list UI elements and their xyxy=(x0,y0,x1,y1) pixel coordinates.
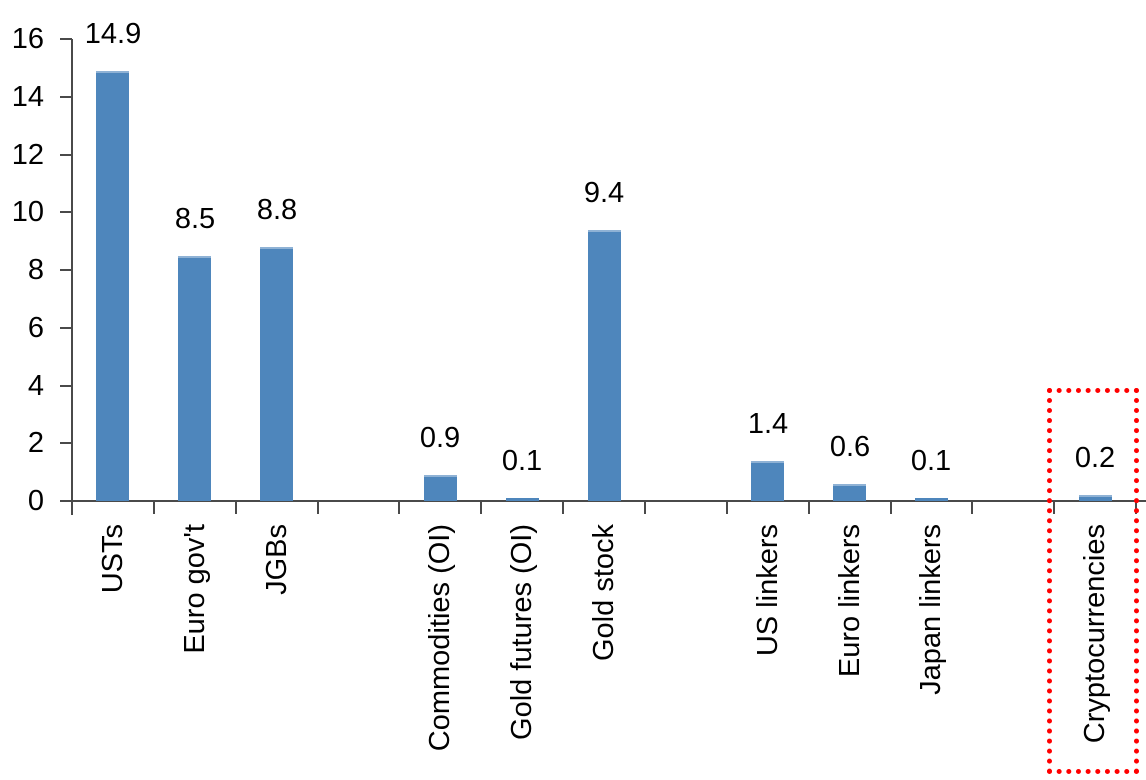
bar-value-label: 0.1 xyxy=(910,445,952,477)
category-label: Japan linkers xyxy=(915,524,947,695)
x-axis-line xyxy=(71,500,1146,502)
y-axis-tick xyxy=(60,442,72,444)
x-axis-tick xyxy=(971,500,973,514)
y-axis-tick-label: 10 xyxy=(11,196,44,228)
x-axis-tick xyxy=(726,500,728,514)
bar xyxy=(96,71,129,501)
bar xyxy=(260,247,293,501)
x-axis-tick xyxy=(562,500,564,514)
y-axis-tick-label: 2 xyxy=(27,427,44,459)
bar xyxy=(751,461,784,501)
x-axis-tick xyxy=(480,500,482,514)
category-label: US linkers xyxy=(752,524,784,657)
y-axis-tick xyxy=(60,38,72,40)
bar-value-label: 0.1 xyxy=(501,445,543,477)
y-axis-tick-label: 0 xyxy=(27,485,44,517)
bar xyxy=(424,475,457,501)
x-axis-tick xyxy=(398,500,400,514)
x-axis-tick xyxy=(71,500,73,514)
y-axis-tick xyxy=(60,385,72,387)
y-axis-tick-label: 6 xyxy=(27,312,44,344)
bar-value-label: 9.4 xyxy=(583,177,625,209)
x-axis-tick xyxy=(317,500,319,514)
category-label: JGBs xyxy=(261,524,293,595)
category-label: Euro linkers xyxy=(834,524,866,678)
category-label: USTs xyxy=(97,524,129,594)
y-axis-tick-label: 8 xyxy=(27,254,44,286)
y-axis-tick-label: 4 xyxy=(27,370,44,402)
x-axis-tick xyxy=(890,500,892,514)
bar xyxy=(506,498,539,501)
bar-value-label: 0.6 xyxy=(829,431,871,463)
category-label: Euro gov't xyxy=(179,524,211,654)
y-axis-tick-label: 14 xyxy=(11,81,44,113)
bar xyxy=(178,256,211,501)
x-axis-tick xyxy=(235,500,237,514)
bar-value-label: 8.5 xyxy=(174,203,216,235)
bar-value-label: 1.4 xyxy=(747,408,789,440)
category-label: Commodities (OI) xyxy=(424,524,456,752)
highlight-box xyxy=(1047,388,1139,774)
y-axis-tick xyxy=(60,327,72,329)
bar-value-label: 0.9 xyxy=(419,422,461,454)
bar-value-label: 8.8 xyxy=(256,194,298,226)
bar xyxy=(1079,495,1112,501)
x-axis-tick xyxy=(153,500,155,514)
bar xyxy=(588,230,621,501)
bar-value-label: 0.2 xyxy=(1074,442,1116,474)
category-label: Gold stock xyxy=(588,524,620,661)
x-axis-tick xyxy=(644,500,646,514)
y-axis-tick xyxy=(60,211,72,213)
y-axis-line xyxy=(71,39,73,515)
y-axis-tick-label: 12 xyxy=(11,139,44,171)
y-axis-tick xyxy=(60,154,72,156)
y-axis-tick-label: 16 xyxy=(11,23,44,55)
bar xyxy=(915,498,948,501)
y-axis-tick xyxy=(60,269,72,271)
category-label: Gold futures (OI) xyxy=(506,524,538,740)
y-axis-tick xyxy=(60,500,72,502)
x-axis-tick xyxy=(808,500,810,514)
bar xyxy=(833,484,866,501)
y-axis-tick xyxy=(60,96,72,98)
bar-value-label: 14.9 xyxy=(84,18,142,50)
x-axis-tick xyxy=(1053,500,1055,514)
